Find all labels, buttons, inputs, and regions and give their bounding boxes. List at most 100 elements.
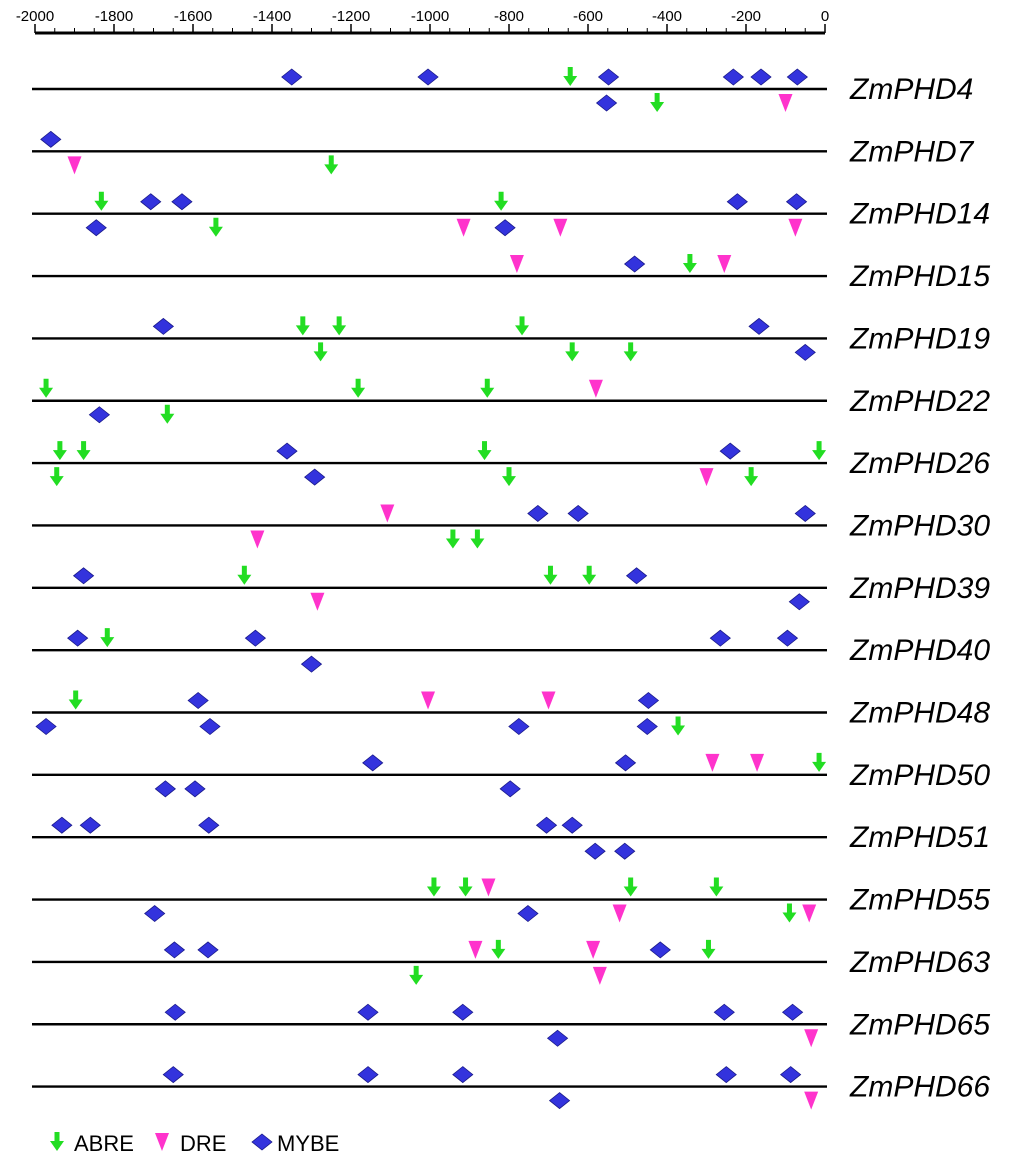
dre-marker [380,504,395,523]
gene-label: ZmPHD26 [849,447,990,480]
mybe-marker [715,1066,737,1084]
gene-label: ZmPHD66 [849,1071,990,1104]
abre-marker [237,565,252,585]
gene-track-zmphd22: ZmPHD22 [32,378,990,424]
dre-marker [468,940,483,959]
dre-legend-symbol [155,1133,169,1151]
mybe-marker [561,816,583,834]
legend-label: MYBE [277,1131,339,1156]
x-axis: -2000 -1800 -1600 -1400 -1200 -1000 -800 -600 -4… [16,8,829,35]
mybe-marker [614,842,636,860]
dre-marker [553,218,568,237]
abre-marker [480,378,495,398]
abre-marker [515,316,530,336]
dre-marker [250,530,265,549]
dre-marker [456,218,471,237]
mybe-marker [184,780,206,798]
mybe-marker [197,941,219,959]
abre-marker [208,217,223,237]
abre-marker [76,441,91,461]
x-tick-label: -200 [731,8,761,25]
abre-marker [160,404,175,424]
mybe-marker [584,842,606,860]
dre-marker [778,94,793,112]
mybe-marker [79,816,101,834]
mybe-legend-symbol [251,1133,273,1151]
mybe-marker [417,68,439,86]
mybe-marker [162,1066,184,1084]
abre-marker [458,877,473,897]
gene-track-zmphd39: ZmPHD39 [32,565,990,611]
dre-marker [310,592,325,611]
dre-marker [802,904,817,923]
abre-marker [332,316,347,336]
mybe-marker [788,593,810,611]
gene-label: ZmPHD19 [849,322,990,355]
abre-marker [543,565,558,585]
mybe-marker [199,717,221,736]
dre-marker [717,255,732,274]
abre-marker [671,716,686,736]
mybe-marker [51,816,73,834]
dre-marker [541,691,556,710]
abre-marker [313,342,328,362]
x-tick-label: -2000 [16,8,54,25]
gene-label: ZmPHD48 [849,697,990,730]
mybe-marker [548,1092,571,1110]
mybe-marker [304,468,326,486]
gene-label: ZmPHD22 [849,385,990,418]
mybe-marker [244,629,267,647]
abre-marker [623,877,638,897]
mybe-marker [637,691,660,710]
mybe-marker [152,317,175,335]
mybe-marker [636,717,658,736]
mybe-marker [726,193,748,211]
x-tick-label: -1200 [332,8,370,25]
gene-track-zmphd26: ZmPHD26 [32,441,990,487]
x-tick-label: -600 [573,8,603,25]
mybe-marker [535,816,558,834]
mybe-marker [72,567,95,585]
x-tick-label: -1800 [95,8,133,25]
gene-track-zmphd19: ZmPHD19 [32,316,990,362]
dre-marker [788,218,803,237]
dre-marker [699,468,714,487]
mybe-marker [623,255,646,273]
mybe-marker [164,1003,186,1021]
abre-marker [563,67,578,86]
abre-marker [426,877,441,897]
gene-track-zmphd63: ZmPHD63 [32,939,990,985]
dre-marker [509,255,524,274]
mybe-marker [517,905,539,923]
mybe-marker [163,941,186,959]
gene-label: ZmPHD55 [849,884,990,917]
mybe-marker [625,567,648,585]
abre-marker [565,342,580,362]
dre-marker [586,940,601,959]
mybe-marker [527,504,549,522]
abre-marker [324,155,339,175]
abre-marker [295,316,310,336]
gene-track-zmphd51: ZmPHD51 [32,816,990,860]
mybe-marker [452,1066,474,1084]
mybe-marker [776,629,799,647]
abre-marker [812,441,827,461]
mybe-marker [785,193,808,211]
gene-track-zmphd66: ZmPHD66 [32,1066,990,1110]
abre-marker [744,467,759,487]
mybe-marker [198,816,220,834]
gene-track-zmphd15: ZmPHD15 [32,254,990,293]
mybe-marker [713,1003,735,1021]
gene-track-zmphd40: ZmPHD40 [32,628,990,673]
mybe-marker [546,1029,569,1047]
mybe-marker [722,68,745,86]
abre-marker [582,565,597,585]
gene-track-zmphd30: ZmPHD30 [32,504,990,549]
x-tick-label: -1000 [411,8,449,25]
legend: ABRE DRE MYBE [50,1131,339,1156]
mybe-marker [597,68,620,86]
mybe-marker [794,504,816,522]
mybe-marker [140,193,162,211]
mybe-marker [709,629,731,647]
abre-marker [623,342,638,362]
